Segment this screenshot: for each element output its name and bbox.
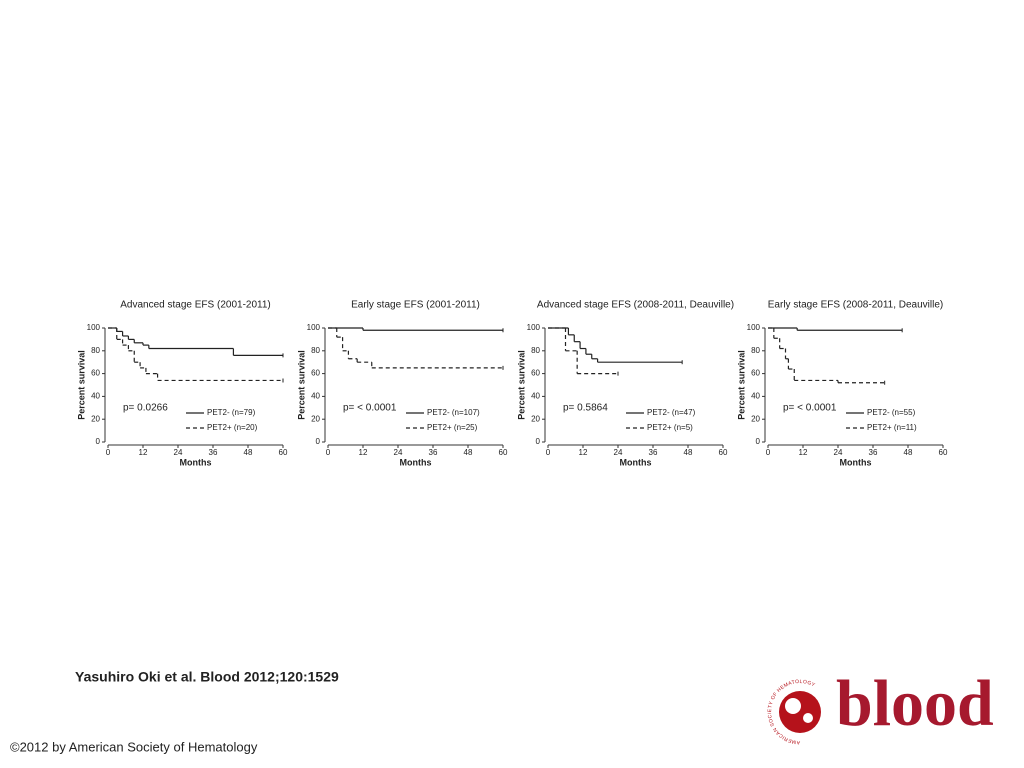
y-axis-label: Percent survival bbox=[76, 350, 86, 420]
x-axis-label: Months bbox=[620, 457, 652, 467]
x-tick-label: 24 bbox=[614, 448, 623, 457]
y-tick-label: 20 bbox=[751, 414, 760, 423]
y-tick-label: 60 bbox=[531, 369, 540, 378]
y-tick-label: 40 bbox=[751, 392, 760, 401]
legend-label: PET2+ (n=25) bbox=[427, 423, 478, 432]
x-tick-label: 24 bbox=[394, 448, 403, 457]
x-axis-label: Months bbox=[400, 457, 432, 467]
x-tick-label: 48 bbox=[904, 448, 913, 457]
legend-label: PET2+ (n=11) bbox=[867, 423, 917, 432]
copyright: ©2012 by American Society of Hematology bbox=[10, 739, 258, 754]
y-tick-label: 0 bbox=[316, 437, 321, 446]
p-value: p= < 0.0001 bbox=[783, 403, 837, 414]
legend-label: PET2+ (n=20) bbox=[207, 423, 258, 432]
x-tick-label: 24 bbox=[834, 448, 843, 457]
y-axis-label: Percent survival bbox=[296, 350, 306, 420]
x-tick-label: 36 bbox=[209, 448, 218, 457]
chart-title: Advanced stage EFS (2008-2011, Deauville… bbox=[537, 300, 734, 311]
y-tick-label: 40 bbox=[311, 392, 320, 401]
x-tick-label: 0 bbox=[326, 448, 331, 457]
x-tick-label: 12 bbox=[139, 448, 148, 457]
p-value: p= 0.0266 bbox=[123, 403, 168, 414]
y-tick-label: 20 bbox=[531, 414, 540, 423]
y-tick-label: 60 bbox=[91, 369, 100, 378]
y-tick-label: 0 bbox=[536, 437, 541, 446]
y-tick-label: 80 bbox=[531, 346, 540, 355]
x-tick-label: 48 bbox=[684, 448, 693, 457]
y-axis-label: Percent survival bbox=[516, 350, 526, 420]
y-tick-label: 100 bbox=[87, 323, 101, 332]
chart-title: Advanced stage EFS (2001-2011) bbox=[120, 300, 270, 311]
y-tick-label: 0 bbox=[96, 437, 101, 446]
x-tick-label: 36 bbox=[429, 448, 438, 457]
x-tick-label: 36 bbox=[869, 448, 878, 457]
y-tick-label: 40 bbox=[531, 392, 540, 401]
x-tick-label: 12 bbox=[579, 448, 588, 457]
x-tick-label: 12 bbox=[359, 448, 368, 457]
y-tick-label: 60 bbox=[311, 369, 320, 378]
x-tick-label: 24 bbox=[174, 448, 183, 457]
legend-label: PET2- (n=47) bbox=[647, 408, 696, 417]
y-axis-label: Percent survival bbox=[736, 350, 746, 420]
y-tick-label: 0 bbox=[756, 437, 761, 446]
citation: Yasuhiro Oki et al. Blood 2012;120:1529 bbox=[75, 669, 339, 685]
y-tick-label: 20 bbox=[311, 414, 320, 423]
legend-label: PET2- (n=55) bbox=[867, 408, 916, 417]
p-value: p= < 0.0001 bbox=[343, 403, 397, 414]
x-tick-label: 60 bbox=[279, 448, 288, 457]
x-tick-label: 0 bbox=[106, 448, 111, 457]
y-tick-label: 40 bbox=[91, 392, 100, 401]
legend-label: PET2- (n=107) bbox=[427, 408, 480, 417]
y-tick-label: 80 bbox=[311, 346, 320, 355]
chart-title: Early stage EFS (2008-2011, Deauville) bbox=[768, 300, 943, 311]
logo-mark bbox=[779, 691, 821, 733]
y-tick-label: 100 bbox=[307, 323, 321, 332]
logo-cell bbox=[803, 713, 813, 723]
x-tick-label: 0 bbox=[546, 448, 551, 457]
logo-cell bbox=[785, 698, 801, 714]
x-tick-label: 12 bbox=[799, 448, 808, 457]
legend-label: PET2- (n=79) bbox=[207, 408, 256, 417]
x-axis-label: Months bbox=[180, 457, 212, 467]
y-tick-label: 20 bbox=[91, 414, 100, 423]
x-tick-label: 48 bbox=[244, 448, 253, 457]
x-tick-label: 60 bbox=[939, 448, 948, 457]
x-axis-label: Months bbox=[840, 457, 872, 467]
x-tick-label: 60 bbox=[499, 448, 508, 457]
chart-title: Early stage EFS (2001-2011) bbox=[351, 300, 480, 311]
y-tick-label: 80 bbox=[91, 346, 100, 355]
legend-label: PET2+ (n=5) bbox=[647, 423, 693, 432]
y-tick-label: 100 bbox=[527, 323, 541, 332]
y-tick-label: 100 bbox=[747, 323, 761, 332]
x-tick-label: 36 bbox=[649, 448, 658, 457]
p-value: p= 0.5864 bbox=[563, 403, 608, 414]
logo-text: blood bbox=[836, 667, 994, 740]
x-tick-label: 60 bbox=[719, 448, 728, 457]
logo: AMERICAN SOCIETY OF HEMATOLOGY blood bbox=[767, 667, 993, 745]
y-tick-label: 80 bbox=[751, 346, 760, 355]
x-tick-label: 48 bbox=[464, 448, 473, 457]
y-tick-label: 60 bbox=[751, 369, 760, 378]
x-tick-label: 0 bbox=[766, 448, 771, 457]
